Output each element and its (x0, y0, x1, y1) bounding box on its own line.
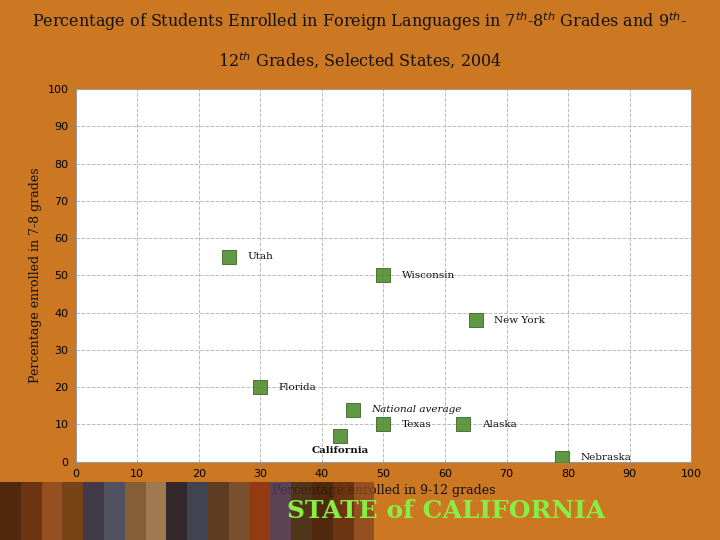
Point (377, 271, 389, 280)
Point (377, 420, 389, 429)
Bar (84, 482, 104, 540)
Bar (63, 482, 84, 540)
Text: Percentage of Students Enrolled in Foreign Languages in 7$^{th}$-8$^{th}$ Grades: Percentage of Students Enrolled in Forei… (32, 11, 688, 33)
Text: New York: New York (494, 315, 545, 325)
Bar (229, 482, 250, 540)
Bar (104, 482, 125, 540)
Point (556, 454, 567, 462)
Bar (208, 482, 229, 540)
Bar (166, 482, 187, 540)
Text: Wisconsin: Wisconsin (402, 271, 455, 280)
Point (255, 383, 266, 391)
Bar (333, 482, 354, 540)
Bar (250, 482, 271, 540)
Bar (291, 482, 312, 540)
Bar (271, 482, 291, 540)
Bar (312, 482, 333, 540)
Y-axis label: Percentage enrolled in 7-8 grades: Percentage enrolled in 7-8 grades (29, 167, 42, 383)
Bar (145, 482, 166, 540)
Text: Nebraska: Nebraska (580, 454, 631, 462)
X-axis label: Percentage enrolled in 9-12 grades: Percentage enrolled in 9-12 grades (271, 484, 495, 497)
Point (458, 420, 469, 429)
Text: Alaska: Alaska (482, 420, 517, 429)
Text: 12$^{th}$ Grades, Selected States, 2004: 12$^{th}$ Grades, Selected States, 2004 (218, 51, 502, 71)
Bar (187, 482, 208, 540)
Bar (42, 482, 63, 540)
Bar (354, 482, 374, 540)
Text: Florida: Florida (279, 383, 317, 391)
Text: National average: National average (371, 405, 462, 414)
Point (335, 431, 346, 440)
Bar (125, 482, 145, 540)
Bar (0, 482, 21, 540)
Point (347, 405, 359, 414)
Text: STATE of CALIFORNIA: STATE of CALIFORNIA (287, 499, 606, 523)
Point (224, 253, 235, 261)
Text: Texas: Texas (402, 420, 431, 429)
Point (470, 316, 482, 325)
Text: Utah: Utah (248, 252, 274, 261)
Bar (21, 482, 42, 540)
Text: California: California (312, 446, 369, 455)
